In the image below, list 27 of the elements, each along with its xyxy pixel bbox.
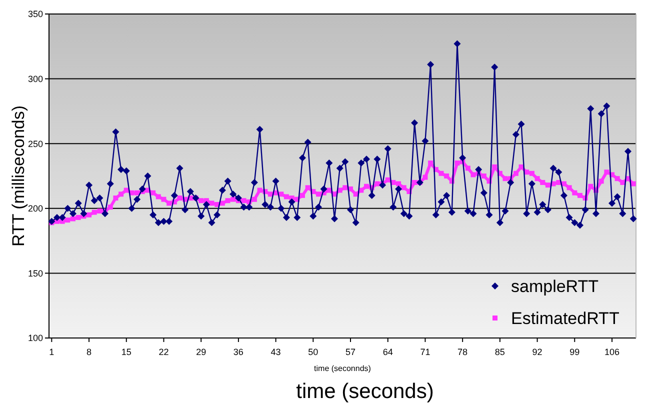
x-tick-label: 57 (345, 347, 356, 357)
x-tick-label: 8 (86, 347, 92, 357)
x-tick-label: 85 (494, 347, 505, 357)
x-tick-label: 64 (382, 347, 393, 357)
x-tick-label: 78 (458, 347, 468, 357)
x-tick-label: 22 (158, 347, 169, 357)
y-tick-label: 150 (28, 268, 43, 278)
x-tick-label: 1 (49, 347, 54, 357)
y-tick-label: 300 (28, 74, 43, 84)
x-tick-label: 15 (121, 347, 132, 357)
x-tick-label: 99 (570, 347, 580, 357)
y-axis-title: RTT (milliseconds) (9, 105, 28, 247)
x-tick-label: 71 (420, 347, 430, 357)
y-tick-label: 250 (28, 138, 43, 149)
x-tick-label: 36 (233, 347, 244, 357)
y-tick-label: 350 (28, 9, 43, 20)
x-tick-label: 43 (270, 347, 281, 357)
x-tick-label: 50 (308, 347, 318, 357)
y-tick-label: 100 (28, 333, 43, 344)
x-tick-label: 29 (196, 347, 206, 357)
x-axis-title: time (seconnds) (314, 364, 372, 373)
legend-label: EstimatedRTT (511, 308, 620, 328)
legend-label: sampleRTT (511, 276, 599, 296)
text: time (seconds) (296, 380, 434, 403)
x-tick-label: 106 (604, 347, 620, 357)
x-tick-label: 92 (532, 347, 542, 357)
y-tick-label: 200 (28, 204, 43, 214)
